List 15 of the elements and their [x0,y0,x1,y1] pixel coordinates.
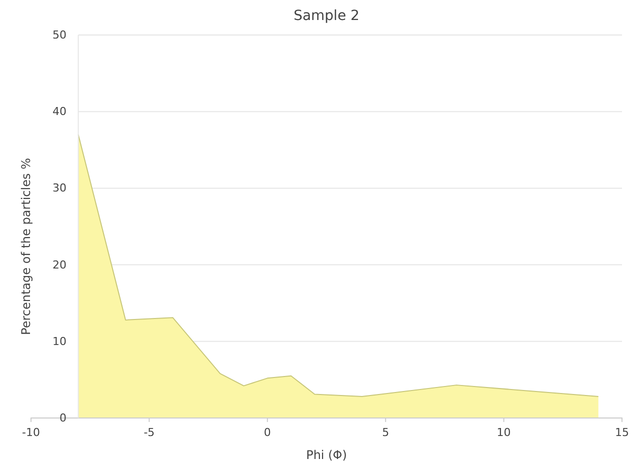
y-tick-label: 30 [52,182,66,195]
y-tick-label: 10 [52,334,66,348]
chart-title: Sample 2 [294,8,360,24]
y-axis-title: Percentage of the particles % [19,158,33,335]
y-tick-label: 0 [59,412,66,425]
x-tick-label: 5 [382,426,390,439]
x-axis-title: Phi (Φ) [306,448,347,462]
x-tick-label: -5 [144,426,155,439]
x-tick-label: 0 [264,426,271,439]
x-tick-label: 10 [496,426,511,439]
y-tick-label: 50 [52,28,66,42]
y-tick-label: 40 [52,105,66,118]
x-tick-label: -10 [22,426,40,439]
y-tick-label: 20 [52,258,66,272]
x-tick-label: 15 [615,426,629,439]
